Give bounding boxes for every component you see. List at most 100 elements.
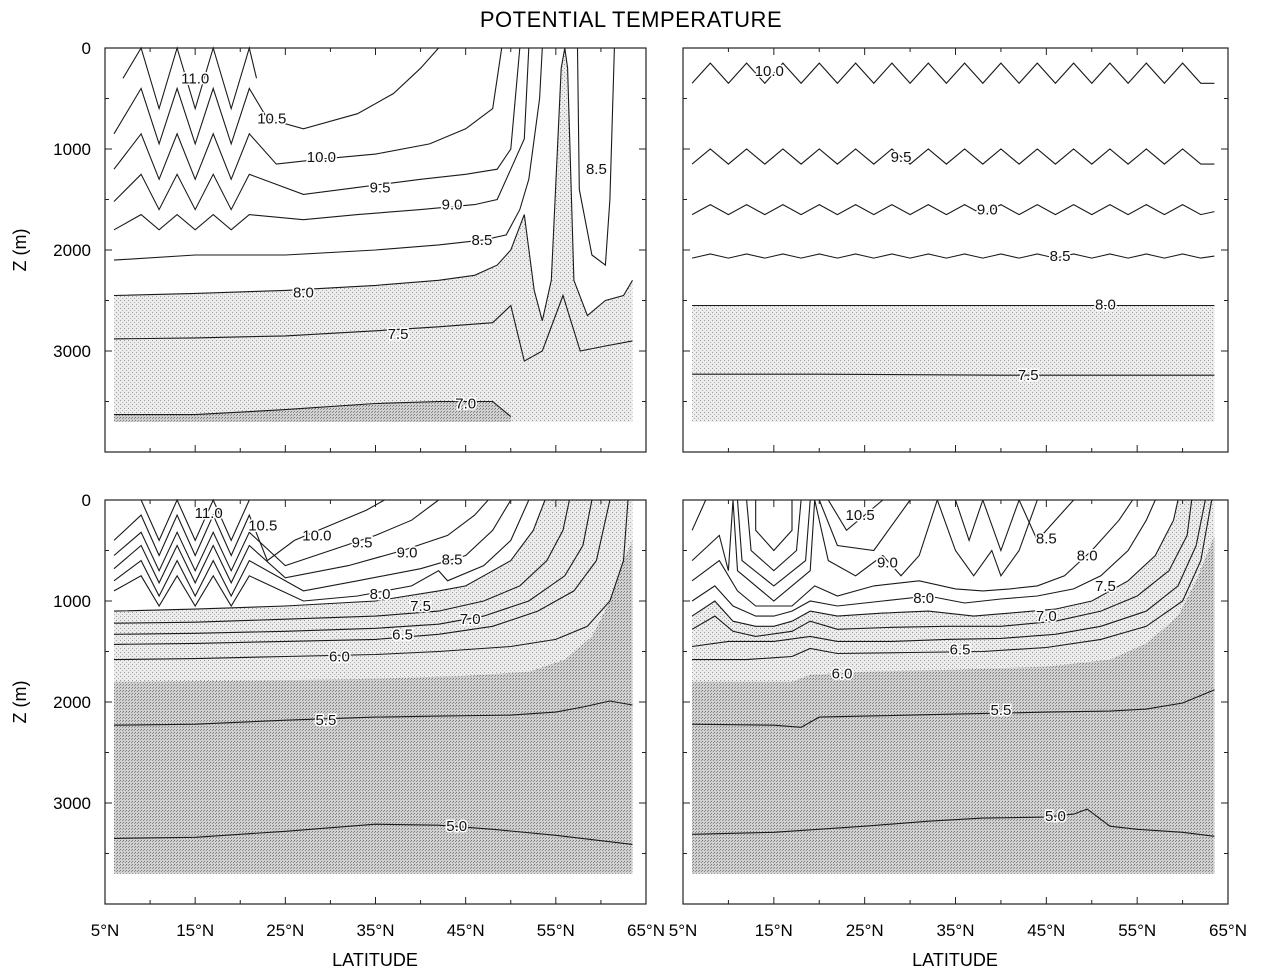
contour-line-5-5 — [692, 689, 1215, 728]
contour-label: 10.0 — [755, 63, 784, 80]
contour-label: 9.0 — [977, 202, 998, 219]
contour-line — [732, 499, 816, 602]
contour-label: 8.5 — [1050, 248, 1071, 265]
y-tick-label: 0 — [82, 491, 91, 510]
contour-line-9-5 — [113, 499, 489, 585]
contour-label: 8.5 — [471, 232, 492, 249]
contour-label: 7.5 — [410, 598, 431, 615]
panel-bottom-right: 10.5 8.5 8.0 9.0 7.5 8.0 7.0 6.5 6.0 5.5 5.0 5°N 15°… — [669, 499, 1247, 940]
y-tick-label: 0 — [82, 39, 91, 58]
contour-label: 6.0 — [832, 666, 853, 683]
contour-label: 7.0 — [460, 611, 481, 628]
contour-line-5-0 — [692, 808, 1215, 837]
shaded-region-2 — [114, 401, 511, 422]
contour-line-8-5 — [576, 47, 615, 267]
shaded-region-1 — [114, 48, 633, 422]
contour-line-9-0 — [113, 499, 512, 598]
contour-line-7-5 — [113, 293, 633, 362]
x-tick-label: 25°N — [846, 921, 884, 940]
contour-line-11-0 — [122, 45, 258, 111]
contour-line-10-0 — [113, 499, 439, 572]
contour-line-10-0 — [691, 62, 1215, 85]
contour-label: 8.0 — [293, 284, 314, 301]
contour-label: 6.0 — [329, 649, 350, 666]
contour-line-8-0 — [113, 47, 633, 321]
contour-line-7-5 — [113, 499, 570, 624]
contour-line-9-5 — [113, 47, 521, 211]
x-tick-label: 35°N — [937, 921, 975, 940]
contour-label: 8.5 — [1036, 530, 1057, 547]
contour-label: 8.0 — [1095, 297, 1116, 314]
contour-label: 9.0 — [877, 555, 898, 572]
x-tick-label: 45°N — [1027, 921, 1065, 940]
contour-line-8-5 — [113, 499, 530, 608]
contour-line-7-5 — [692, 373, 1215, 376]
contour-line-10-5 — [827, 499, 884, 532]
contour-line-6-5 — [113, 499, 611, 645]
contour-line — [1018, 499, 1075, 542]
contour-line — [746, 499, 802, 572]
contour-label: 8.0 — [1077, 548, 1098, 565]
contour-label: 7.5 — [388, 326, 409, 343]
contour-label: 7.5 — [1095, 578, 1116, 595]
contour-label: 10.0 — [302, 527, 331, 544]
contour-line-9-0 — [113, 47, 530, 231]
x-tick-label: 5°N — [669, 921, 698, 940]
x-axis-label-left: LATITUDE — [332, 950, 418, 970]
contour-line — [736, 499, 811, 587]
contour-line — [982, 499, 1020, 553]
contour-label: 6.5 — [392, 626, 413, 643]
x-tick-label: 65°N — [627, 921, 665, 940]
contour-line — [691, 499, 1193, 637]
contour-label: 8.5 — [586, 161, 607, 178]
contour-label: 11.0 — [181, 70, 209, 87]
x-tick-label: 15°N — [176, 921, 214, 940]
contour-line-8-5 — [954, 499, 984, 543]
contour-label: 8.5 — [442, 552, 463, 569]
x-tick-label: 45°N — [447, 921, 485, 940]
y-tick-label: 1000 — [53, 592, 91, 611]
shaded-region-2 — [114, 540, 633, 874]
contour-label: 10.0 — [307, 149, 336, 166]
contour-line — [818, 499, 911, 552]
x-tick-label: 55°N — [537, 921, 575, 940]
contour-label: 10.5 — [248, 517, 277, 534]
y-axis-label-top: Z (m) — [10, 229, 30, 272]
contour-label: 9.5 — [352, 534, 373, 551]
contour-label: 7.0 — [1036, 608, 1057, 625]
panel-bottom-left: 11.0 10.5 10.0 9.5 9.0 8.5 8.0 7.5 7.0 6.5 6.0 5.5 5… — [53, 491, 665, 940]
y-tick-label: 2000 — [53, 241, 91, 260]
y-tick-label: 2000 — [53, 693, 91, 712]
contour-line-5-5 — [113, 700, 633, 726]
contour-line-9-0 — [691, 203, 1215, 216]
x-tick-label: 5°N — [91, 921, 120, 940]
contour-label: 5.0 — [1045, 808, 1066, 825]
contour-line-8-5 — [691, 253, 1215, 259]
y-tick-label: 3000 — [53, 342, 91, 361]
contour-label: 7.5 — [1018, 367, 1039, 384]
contour-label: 9.5 — [891, 149, 912, 166]
contour-line — [936, 499, 1038, 577]
contour-line-11-0 — [140, 498, 250, 542]
shaded-region-2 — [692, 535, 1215, 874]
contour-line-7-0 — [114, 400, 512, 418]
contour-label: 5.5 — [990, 702, 1011, 719]
contour-line — [755, 500, 793, 552]
x-axis-label-right: LATITUDE — [912, 950, 998, 970]
contour-line-6-0 — [113, 499, 629, 661]
x-tick-label: 35°N — [357, 921, 395, 940]
figure-title: POTENTIAL TEMPERATURE — [480, 7, 782, 32]
contour-line-8-0 — [113, 499, 546, 612]
shaded-region-1 — [692, 305, 1215, 422]
contour-label: 10.5 — [845, 507, 874, 524]
contour-line-9-0 — [691, 499, 734, 571]
contour-line-10-5 — [113, 47, 440, 146]
x-tick-label: 25°N — [266, 921, 304, 940]
contour-line-7-5 — [691, 499, 1156, 617]
contour-label: 5.5 — [315, 712, 336, 729]
contour-label: 10.5 — [257, 111, 286, 128]
contour-line-10-0 — [113, 47, 503, 181]
contour-label: 9.0 — [397, 545, 418, 562]
contour-line-7-0 — [691, 499, 1179, 627]
